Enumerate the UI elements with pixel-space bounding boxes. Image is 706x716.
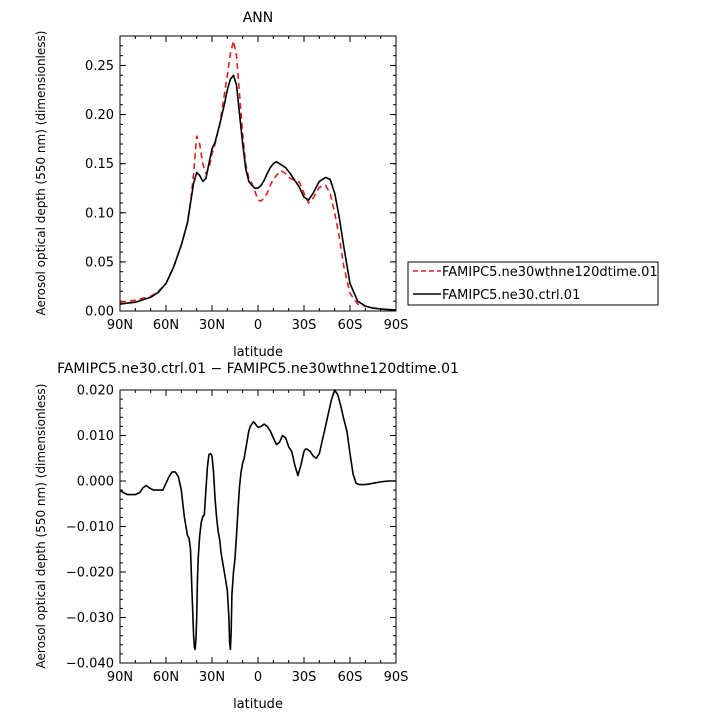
y-tick-label: −0.040 <box>66 657 114 672</box>
x-tick-label: 60S <box>338 318 363 333</box>
top-panel: ANN 90N 60N 30N 0 30S 60S 90S 0.00 0.05 0.10 0.15 0… <box>34 10 408 360</box>
x-tick-label: 30S <box>292 670 317 685</box>
bottom-x-axis-label: latitude <box>233 697 283 712</box>
top-axes: 90N 60N 30N 0 30S 60S 90S 0.00 0.05 0.10 0.15 0.20 0… <box>85 35 409 333</box>
x-tick-label: 90S <box>384 318 409 333</box>
top-series-lines <box>119 40 397 311</box>
x-tick-label: 90S <box>384 670 409 685</box>
y-tick-label: −0.030 <box>66 611 114 626</box>
x-tick-label: 30N <box>199 318 225 333</box>
y-tick-label: −0.020 <box>66 566 114 581</box>
bottom-chart-title: FAMIPC5.ne30.ctrl.01 − FAMIPC5.ne30wthne… <box>57 361 459 377</box>
top-y-axis-label: Aerosol optical depth (550 nm) (dimensio… <box>34 31 48 316</box>
y-tick-label: 0.15 <box>85 157 114 172</box>
legend-entry-2: FAMIPC5.ne30.ctrl.01 <box>442 288 580 303</box>
bottom-y-axis-label: Aerosol optical depth (550 nm) (dimensio… <box>34 384 48 669</box>
y-tick-label: 0.05 <box>85 255 114 270</box>
y-tick-label: 0.020 <box>77 384 114 399</box>
bottom-plot-frame <box>119 389 397 664</box>
x-tick-label: 60S <box>338 670 363 685</box>
y-tick-label: 0.10 <box>85 206 114 221</box>
top-chart-title: ANN <box>243 10 274 26</box>
top-x-axis-label: latitude <box>233 345 283 360</box>
x-tick-label: 30N <box>199 670 225 685</box>
y-tick-label: 0.000 <box>77 475 114 490</box>
top-plot-frame <box>119 35 397 312</box>
legend-entry-1: FAMIPC5.ne30wthne120dtime.01 <box>442 265 658 280</box>
y-tick-label: 0.25 <box>85 59 114 74</box>
bottom-panel: FAMIPC5.ne30.ctrl.01 − FAMIPC5.ne30wthne… <box>34 361 459 712</box>
y-tick-label: 0.20 <box>85 108 114 123</box>
y-tick-label: −0.010 <box>66 520 114 535</box>
x-tick-label: 90N <box>107 318 133 333</box>
legend-frame <box>407 261 659 306</box>
x-tick-label: 90N <box>107 670 133 685</box>
bottom-series-lines <box>119 389 396 651</box>
series-line-0-1 <box>119 74 397 311</box>
series-line-0-0 <box>119 40 397 311</box>
x-tick-label: 0 <box>254 670 262 685</box>
x-tick-label: 60N <box>153 670 179 685</box>
legend: FAMIPC5.ne30wthne120dtime.01 FAMIPC5.ne3… <box>407 261 659 306</box>
x-tick-label: 60N <box>153 318 179 333</box>
series-line-1-0 <box>119 389 396 651</box>
y-tick-label: 0.00 <box>85 305 114 320</box>
y-tick-label: 0.010 <box>77 429 114 444</box>
x-tick-label: 0 <box>254 318 262 333</box>
x-tick-label: 30S <box>292 318 317 333</box>
